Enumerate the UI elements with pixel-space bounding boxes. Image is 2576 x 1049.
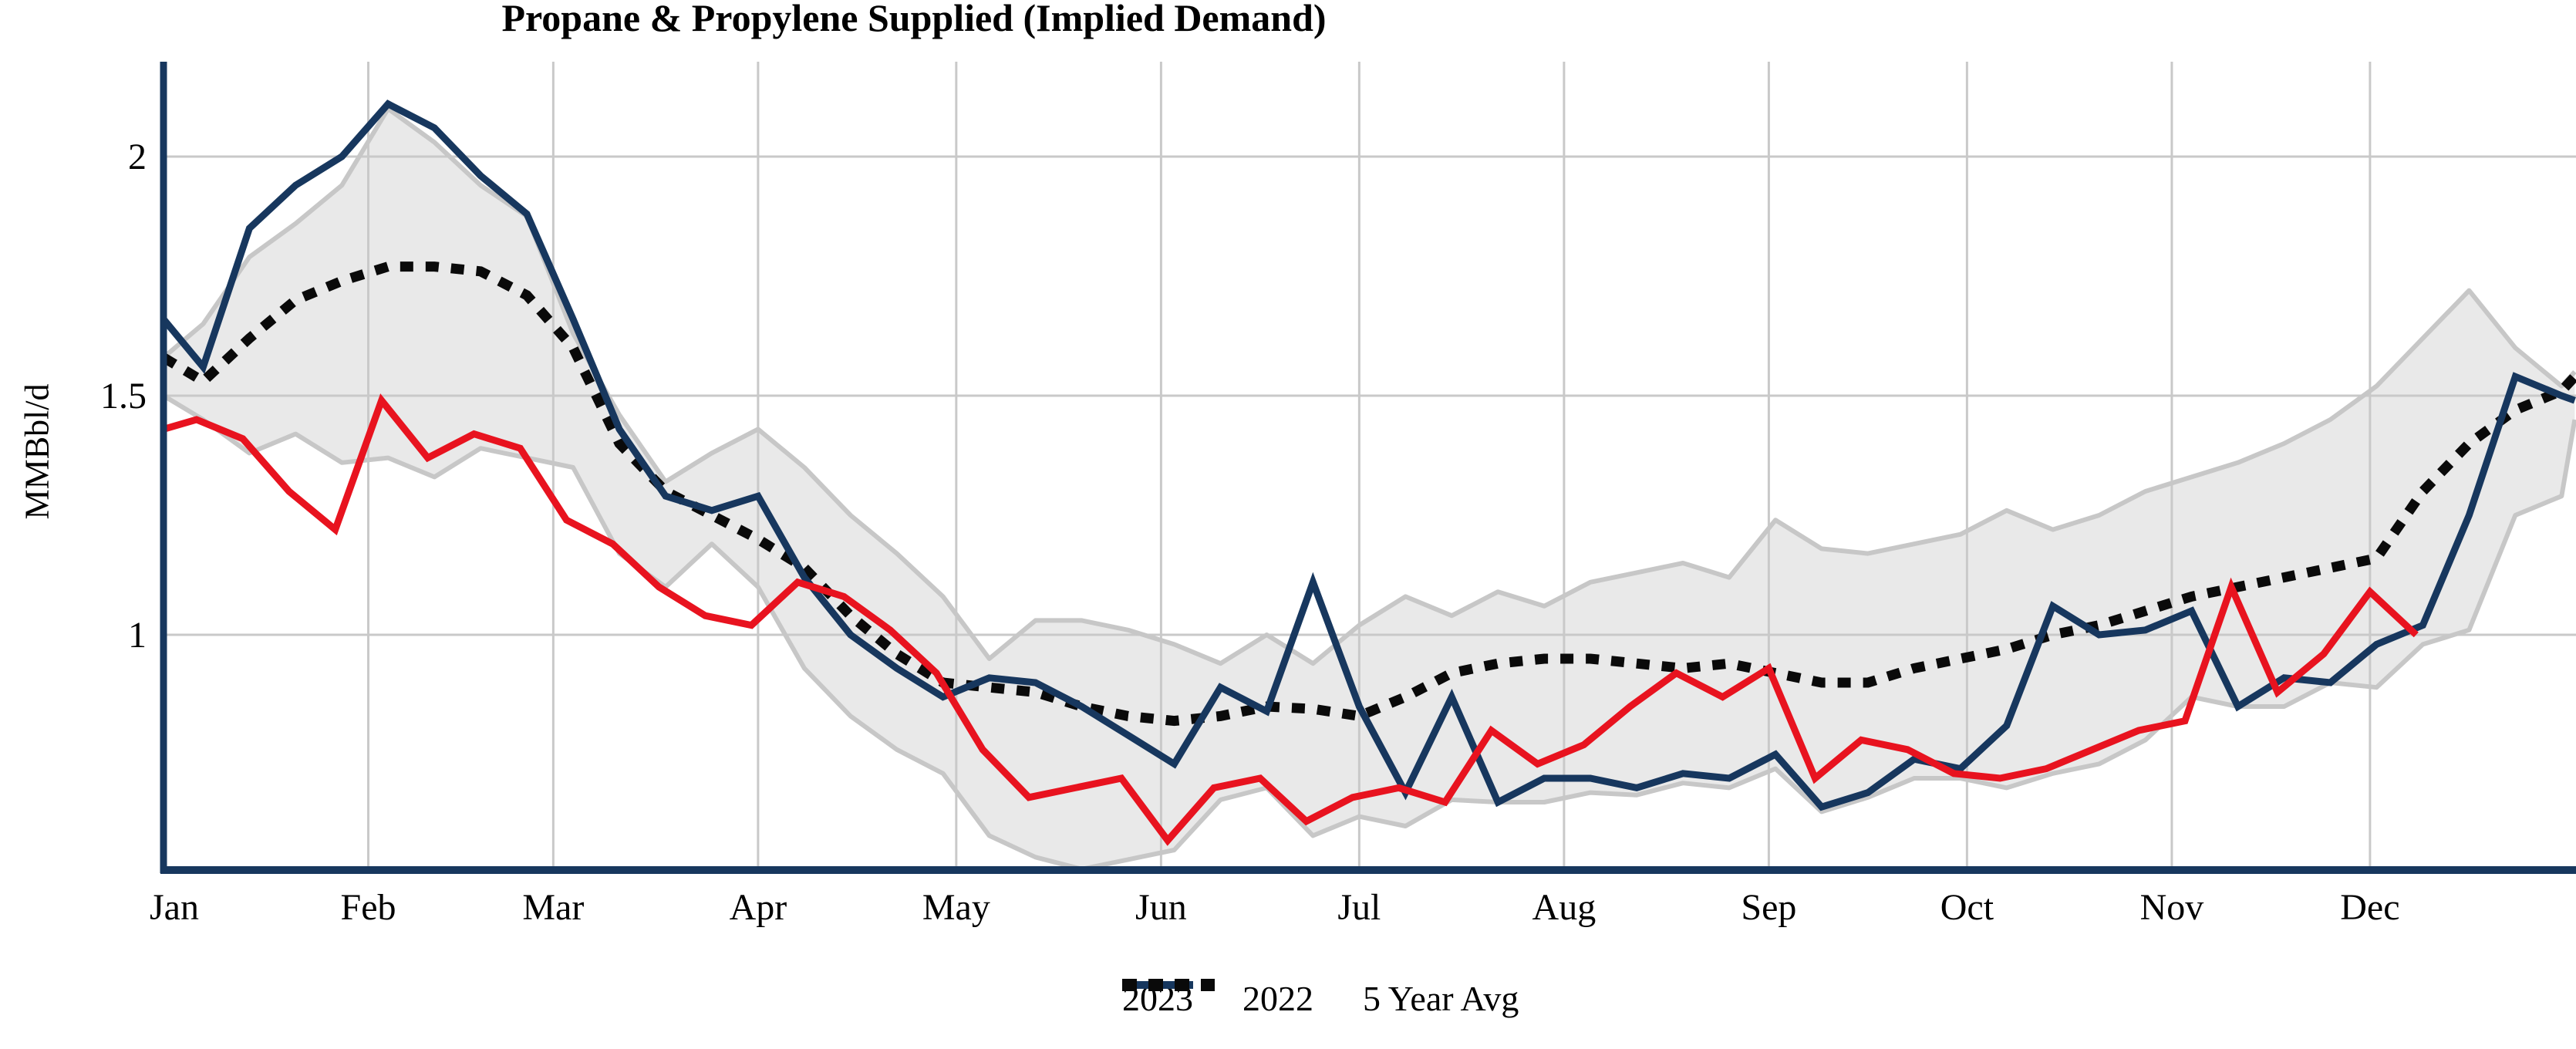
y-axis-title: MMBbl/d: [18, 383, 56, 520]
band-top-edge: [162, 106, 2576, 666]
legend-swatch-avg-dotted-line-icon: [1122, 979, 1215, 991]
five-year-range-band: [164, 109, 2575, 869]
x-tick-label-Jan: Jan: [150, 887, 199, 928]
y-tick-label-1.5: 1.5: [100, 376, 147, 417]
x-tick-label-Jun: Jun: [1135, 887, 1187, 928]
legend-item-2022: 2022: [1122, 978, 1313, 1019]
x-tick-label-Apr: Apr: [730, 887, 787, 928]
x-tick-label-Dec: Dec: [2340, 887, 2399, 928]
chart-title: Propane & Propylene Supplied (Implied De…: [501, 0, 1327, 39]
x-tick-label-Nov: Nov: [2140, 887, 2204, 928]
y-tick-label-1: 1: [128, 615, 147, 656]
x-tick-label-Jul: Jul: [1337, 887, 1381, 928]
legend: 2023 2022 5 Year Avg: [1122, 978, 1519, 1019]
line-2023: [162, 393, 2419, 846]
x-tick-label-May: May: [922, 887, 990, 928]
line-5-year-avg: [160, 261, 2576, 727]
x-tick-label-Feb: Feb: [341, 887, 396, 928]
legend-item-avg: 5 Year Avg: [1122, 978, 1519, 1019]
x-tick-label-Oct: Oct: [1940, 887, 1994, 928]
legend-label-avg: 5 Year Avg: [1363, 979, 1519, 1018]
legend-label-2022: 2022: [1242, 979, 1313, 1018]
line-2022: [160, 100, 2576, 811]
x-tick-label-Aug: Aug: [1532, 887, 1597, 928]
y-tick-label-2: 2: [128, 137, 147, 177]
x-tick-label-Mar: Mar: [522, 887, 584, 928]
x-tick-label-Sep: Sep: [1741, 887, 1796, 928]
band-bottom-edge: [162, 393, 2576, 872]
